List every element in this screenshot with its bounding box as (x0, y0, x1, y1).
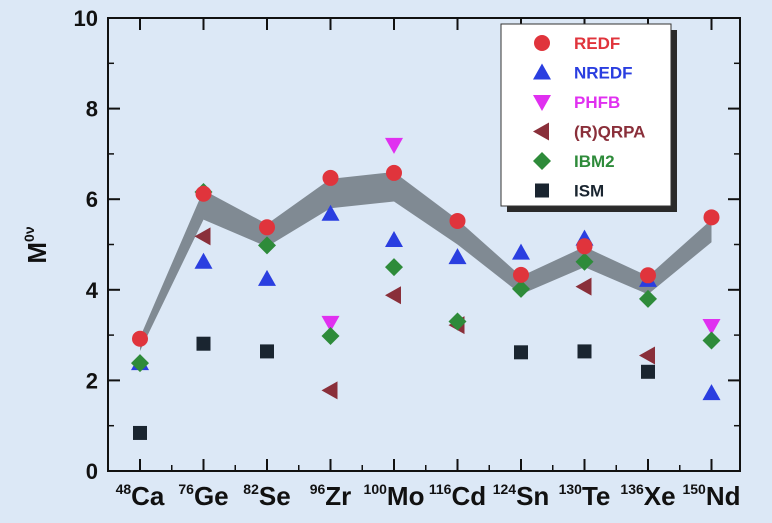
y-tick-label: 6 (86, 187, 98, 212)
legend-marker-ibm2 (533, 152, 551, 170)
x-tick-label: 100Mo (364, 481, 425, 511)
point-redf-xe (640, 267, 656, 284)
y-axis-title: M0ν (21, 226, 52, 263)
point-nredf-nd (702, 384, 721, 401)
legend-marker-phfb (533, 95, 551, 111)
point-rqrpa-te (575, 277, 592, 296)
point-nredf-se (258, 269, 276, 286)
legend-marker-rqrpa (533, 122, 549, 141)
y-tick-label: 4 (86, 278, 99, 303)
point-redf-se (259, 219, 275, 236)
point-ism-te (577, 344, 592, 359)
x-tick-label: 150Nd (682, 481, 740, 511)
legend: REDF NREDF PHFB (R)QRPA IBM2 ISM (500, 23, 677, 212)
point-ibm2-mo (385, 258, 403, 277)
point-nredf-mo (385, 230, 403, 247)
y-tick-label: 0 (86, 459, 98, 484)
point-nredf-ge (194, 252, 213, 269)
x-tick-label: 124Sn (493, 481, 550, 511)
point-redf-nd (703, 209, 720, 226)
x-tick-label: 48Ca (116, 481, 165, 511)
point-ibm2-ca (131, 354, 149, 373)
point-ibm2-nd (702, 331, 721, 350)
x-tick-label: 96Zr (310, 481, 352, 511)
legend-marker-ism (535, 183, 549, 198)
x-tick-label: 116Cd (429, 481, 486, 511)
legend-box (500, 23, 672, 207)
legend-label-redf: REDF (574, 34, 620, 53)
point-ism-sn (514, 345, 528, 360)
legend-label-nredf: NREDF (574, 64, 633, 83)
legend-label-ism: ISM (574, 182, 604, 201)
x-tick-label: 136Xe (620, 481, 675, 511)
x-tick-label: 130Te (559, 481, 611, 511)
point-nredf-cd (448, 248, 467, 265)
point-nredf-zr (321, 204, 340, 221)
point-redf-ge (195, 185, 212, 202)
legend-label-rqrpa: (R)QRPA (574, 123, 645, 142)
point-phfb-nd (702, 319, 721, 336)
point-redf-sn (513, 266, 529, 283)
point-ism-ca (133, 425, 147, 440)
y-tick-label: 10 (74, 6, 98, 31)
y-tick-label: 2 (86, 368, 98, 393)
point-ism-xe (641, 364, 655, 379)
legend-marker-redf (534, 35, 550, 51)
point-redf-cd (449, 212, 466, 229)
x-tick-label: 76Ge (178, 481, 228, 511)
point-rqrpa-ge (194, 227, 211, 246)
point-redf-ca (132, 330, 148, 347)
point-ism-ge (196, 336, 211, 351)
point-nredf-sn (512, 243, 530, 260)
legend-marker-nredf (533, 63, 551, 80)
band-layer (140, 172, 712, 351)
point-ibm2-zr (321, 327, 340, 346)
uncertainty-band (140, 172, 712, 351)
point-ibm2-te (575, 252, 594, 271)
point-ibm2-sn (512, 279, 530, 298)
point-ibm2-xe (639, 289, 657, 308)
point-ibm2-se (258, 236, 276, 255)
point-redf-te (576, 238, 593, 255)
x-tick-label: 82Se (243, 481, 290, 511)
point-rqrpa-mo (385, 286, 401, 305)
point-ibm2-cd (448, 312, 467, 331)
point-rqrpa-xe (639, 346, 655, 365)
point-rqrpa-zr (321, 381, 338, 400)
point-ism-se (260, 344, 274, 359)
legend-label-ibm2: IBM2 (574, 152, 615, 171)
point-phfb-mo (385, 137, 403, 154)
legend-label-phfb: PHFB (574, 93, 620, 112)
point-redf-zr (322, 169, 339, 186)
point-phfb-zr (321, 315, 340, 332)
y-tick-label: 8 (86, 97, 98, 122)
axes: 0 2 4 6 8 10 48Ca 76Ge 82Se 96Zr 100Mo 116Cd 124Sn 13… (21, 6, 741, 511)
points-layer (131, 137, 721, 440)
point-redf-mo (386, 164, 402, 181)
